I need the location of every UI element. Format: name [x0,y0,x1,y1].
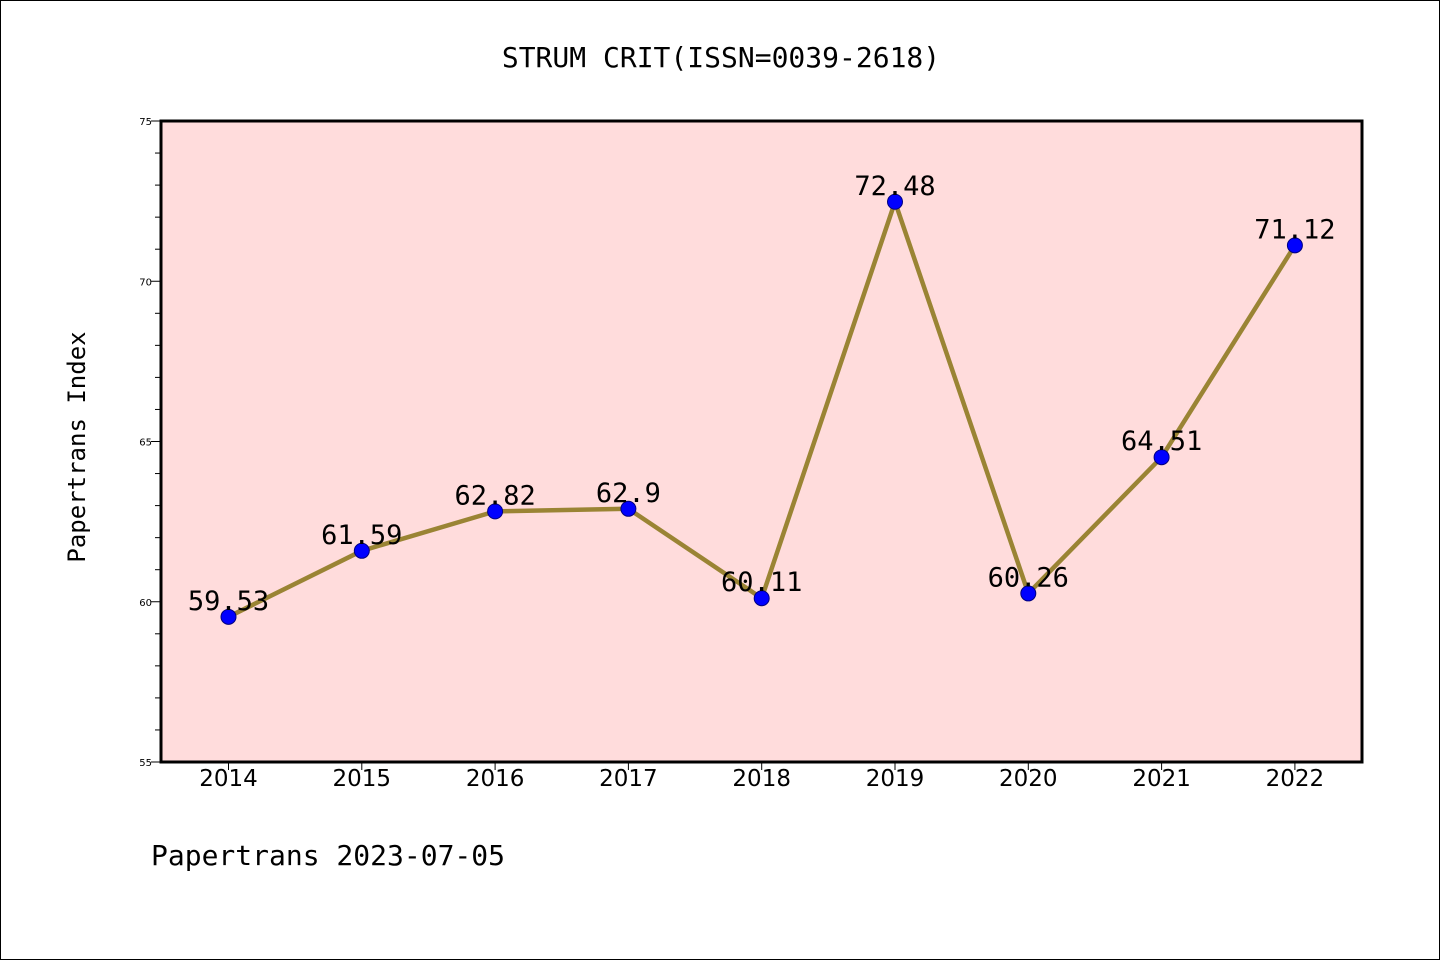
x-tick-label: 2016 [466,766,525,792]
plot-frame [159,119,1364,764]
plot-area [161,121,1362,762]
y-tick-label: 65 [139,438,152,449]
y-axis: 55 60 65 70 75 [139,117,161,769]
data-label: 59.53 [188,586,269,617]
x-tick-label: 2017 [599,766,658,792]
x-tick-label: 2018 [732,766,791,792]
x-tick-label: 2021 [1132,766,1191,792]
data-point [1286,237,1303,254]
data-point [887,193,903,210]
data-label: 62.82 [454,480,535,511]
x-tick-label: 2020 [999,766,1058,792]
x-tick-label: 2022 [1266,766,1325,792]
data-point [487,503,504,520]
data-label: 60.26 [988,562,1069,593]
y-axis-label: Papertrans Index [63,331,91,562]
data-point [753,590,770,607]
x-tick-label: 2014 [199,766,258,792]
data-label: 60.11 [721,567,802,598]
y-tick-label: 60 [139,598,152,609]
x-tick-label: 2019 [866,766,925,792]
data-point [1020,585,1037,602]
data-points [220,193,1303,625]
data-labels: 59.53 61.59 62.82 62.9 60.11 72.48 60.26 64.51 7… [188,171,1336,617]
data-point [353,542,370,559]
data-label: 61.59 [321,520,402,551]
y-tick-label: 55 [139,758,152,769]
y-tick-label: 70 [139,277,152,288]
chart-title: STRUM CRIT(ISSN=0039-2618) [502,41,940,74]
data-point [220,608,237,625]
footer-text: Papertrans 2023-07-05 [151,839,505,872]
data-label: 71.12 [1254,214,1335,245]
data-point [1153,449,1170,466]
data-label: 64.51 [1121,426,1202,457]
data-point [620,500,637,517]
x-axis: 2014 2015 2016 2017 2018 2019 2020 2021 2022 [199,762,1324,792]
y-tick-label: 75 [139,117,152,128]
data-label: 62.9 [596,478,661,509]
data-label: 72.48 [854,171,935,202]
x-tick-label: 2015 [333,766,392,792]
